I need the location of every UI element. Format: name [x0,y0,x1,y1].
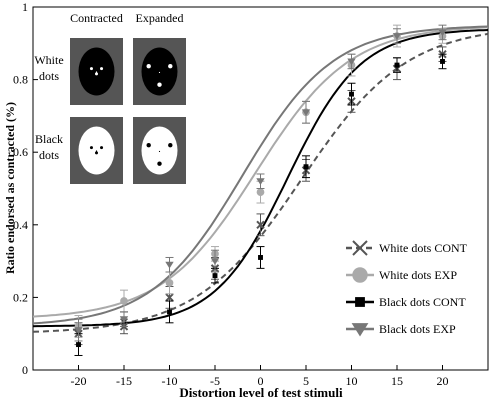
stimulus-dot [95,72,98,76]
stimulus-dot [100,67,104,71]
data-point [256,178,265,186]
stimulus-dot [89,146,93,150]
x-tick-label: 15 [391,374,403,388]
fit-curve [32,32,489,333]
data-point [165,293,174,302]
y-tick-label: 0.6 [13,145,28,159]
legend-marker [352,240,368,256]
inset-column-label: Expanded [136,11,184,25]
data-point [120,297,128,305]
stimulus-dot [89,67,93,71]
data-point [438,29,447,37]
data-point [349,91,354,97]
data-point [76,342,81,348]
legend: White dots CONT White dots EXP Black dots … [346,240,468,337]
data-point [394,62,400,68]
y-tick-label: 0 [22,363,28,377]
stimulus-dot [157,82,162,87]
legend-marker [352,267,368,283]
data-point [167,309,172,315]
stimulus-dot [146,143,151,148]
stimulus-dot [100,146,104,150]
y-tick-label: 1 [22,0,28,14]
x-tick-label: 20 [437,374,449,388]
stimulus-dot [158,150,161,153]
axis-ticks: -20 -15 -10 -5 0 5 10 15 20 0 0.2 0.4 0.6 0.8 1 [13,0,449,388]
data-point [392,33,402,40]
x-tick-label: 10 [346,374,358,388]
y-tick-label: 0.2 [13,290,28,304]
x-tick-label: -15 [116,374,132,388]
data-point [256,220,265,230]
data-point [165,261,174,269]
legend-label: Black dots CONT [379,295,466,309]
stimulus-dot [95,151,98,155]
data-point [258,255,263,260]
data-points [74,24,447,356]
data-point [256,188,265,196]
inset-row-label: dots [39,69,59,83]
fit-curve [32,25,489,325]
y-tick-label: 0.4 [13,218,28,232]
legend-label: White dots CONT [379,241,468,255]
stimulus-face [141,47,178,96]
inset-row-label: Black [35,132,63,146]
data-point [119,316,129,323]
data-point [212,273,218,279]
stimulus-face [141,126,178,175]
data-point [210,258,220,265]
stimulus-dot [146,64,151,69]
stimulus-dot [157,161,162,166]
legend-marker [355,297,365,307]
y-axis-label: Ratio endorsed as contracted (%) [3,102,17,274]
stimulus-dot [168,64,173,69]
inset-row-label: dots [39,148,59,162]
data-point [165,279,174,287]
stimulus-inset: Contracted Expanded White dots Black dots [34,11,186,184]
data-point [347,58,356,66]
fit-curve [32,26,489,318]
x-tick-label: -10 [162,374,178,388]
data-point [303,164,309,170]
data-point [74,327,83,334]
data-point [301,109,311,117]
x-tick-label: 5 [303,374,309,388]
x-tick-label: -20 [71,374,87,388]
y-tick-label: 0.8 [13,73,28,87]
inset-column-label: Contracted [70,11,123,25]
x-tick-label: 0 [258,374,264,388]
legend-label: Black dots EXP [379,322,456,336]
stimulus-dot [158,71,161,74]
stimulus-dot [95,150,98,152]
legend-label: White dots EXP [379,268,457,282]
legend-marker [351,323,369,337]
data-point [440,59,445,64]
inset-row-label: White [34,53,63,67]
stimulus-dot [168,143,173,148]
x-axis-label: Distortion level of test stimuli [179,385,343,400]
stimulus-dot [95,71,98,73]
x-tick-label: -5 [210,374,220,388]
